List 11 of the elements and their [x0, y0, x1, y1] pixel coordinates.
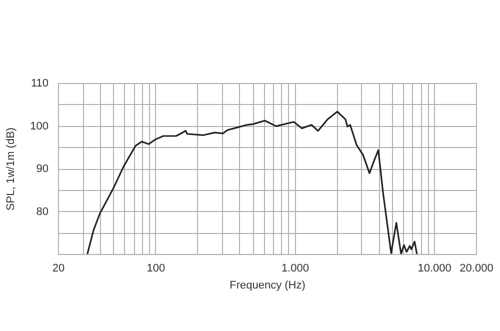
y-tick-label: 100 — [30, 120, 48, 132]
y-axis-title: SPL, 1w/1m (dB) — [5, 127, 18, 211]
x-tick-label: 1.000 — [281, 262, 309, 274]
x-axis-title: Frequency (Hz) — [230, 280, 306, 292]
y-tick-label: 110 — [30, 78, 48, 90]
y-tick-label: 80 — [36, 206, 48, 218]
x-tick-label: 100 — [146, 262, 166, 274]
x-tick-label: 20 — [52, 262, 65, 274]
x-tick-label: 20.000 — [460, 262, 494, 274]
x-tick-label: 10.000 — [418, 262, 452, 274]
y-tick-label: 90 — [36, 163, 48, 175]
